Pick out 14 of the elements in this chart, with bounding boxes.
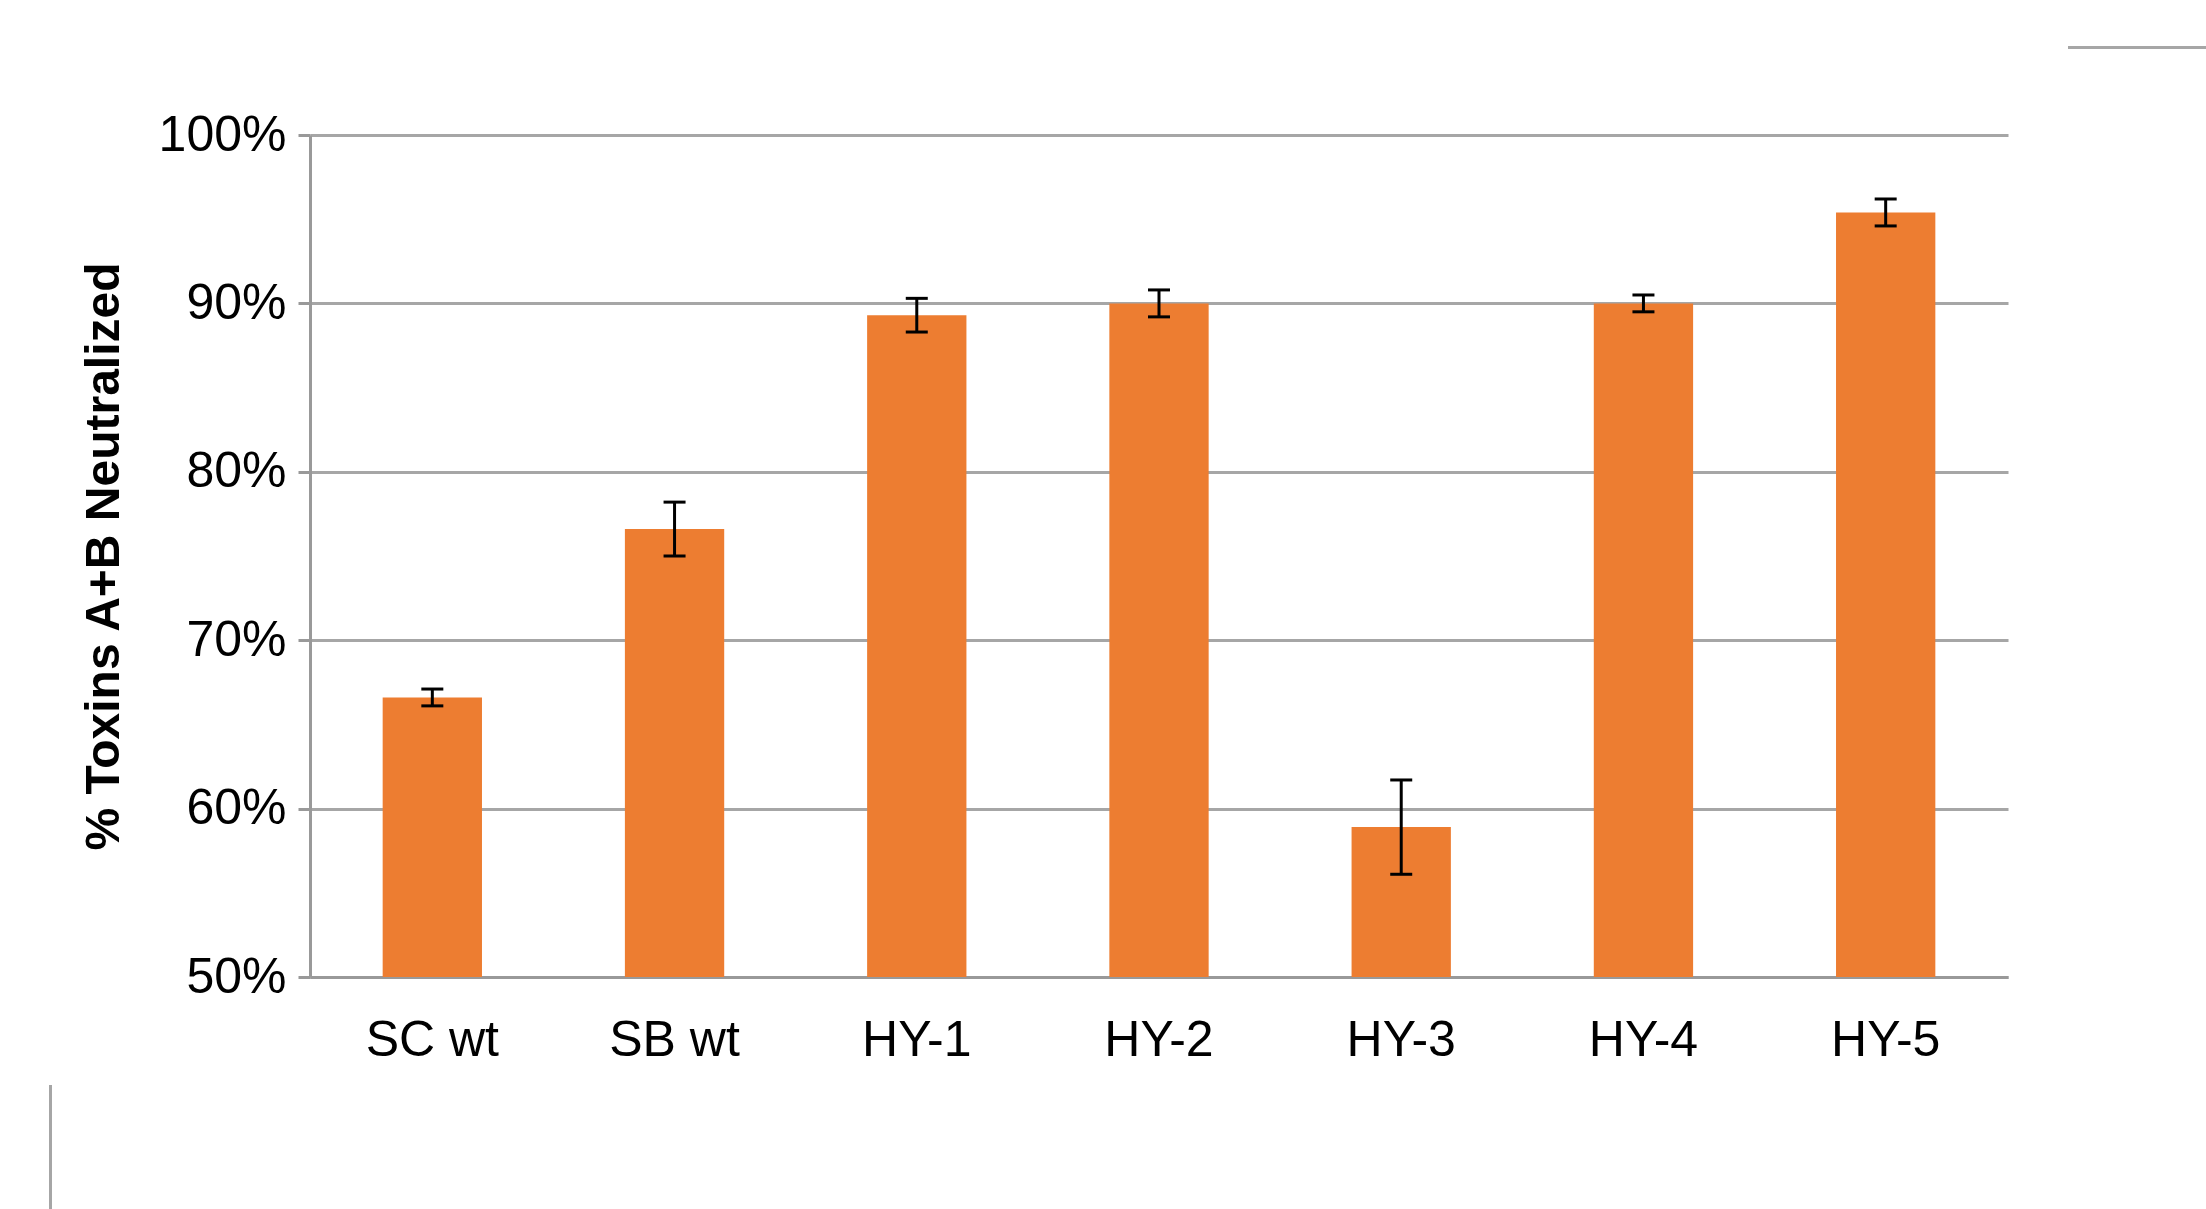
x-tick-label: SC wt bbox=[365, 1010, 500, 1067]
x-tick-label: HY-5 bbox=[1831, 1010, 1941, 1067]
x-tick-label: HY-2 bbox=[1104, 1010, 1214, 1067]
y-tick-label: 70% bbox=[186, 610, 287, 667]
x-tick-label: HY-4 bbox=[1588, 1010, 1699, 1067]
y-tick-label: 50% bbox=[186, 947, 287, 1004]
y-tick-label: 90% bbox=[186, 273, 287, 330]
x-tick-label: HY-3 bbox=[1346, 1010, 1456, 1067]
x-tick-label: SB wt bbox=[609, 1010, 740, 1067]
y-tick-label: 100% bbox=[158, 105, 287, 162]
y-tick-label: 80% bbox=[186, 442, 287, 499]
y-tick-label: 60% bbox=[186, 779, 287, 836]
x-tick-label: HY-1 bbox=[862, 1010, 972, 1067]
y-axis-title: % Toxins A+B Neutralized bbox=[75, 262, 129, 851]
